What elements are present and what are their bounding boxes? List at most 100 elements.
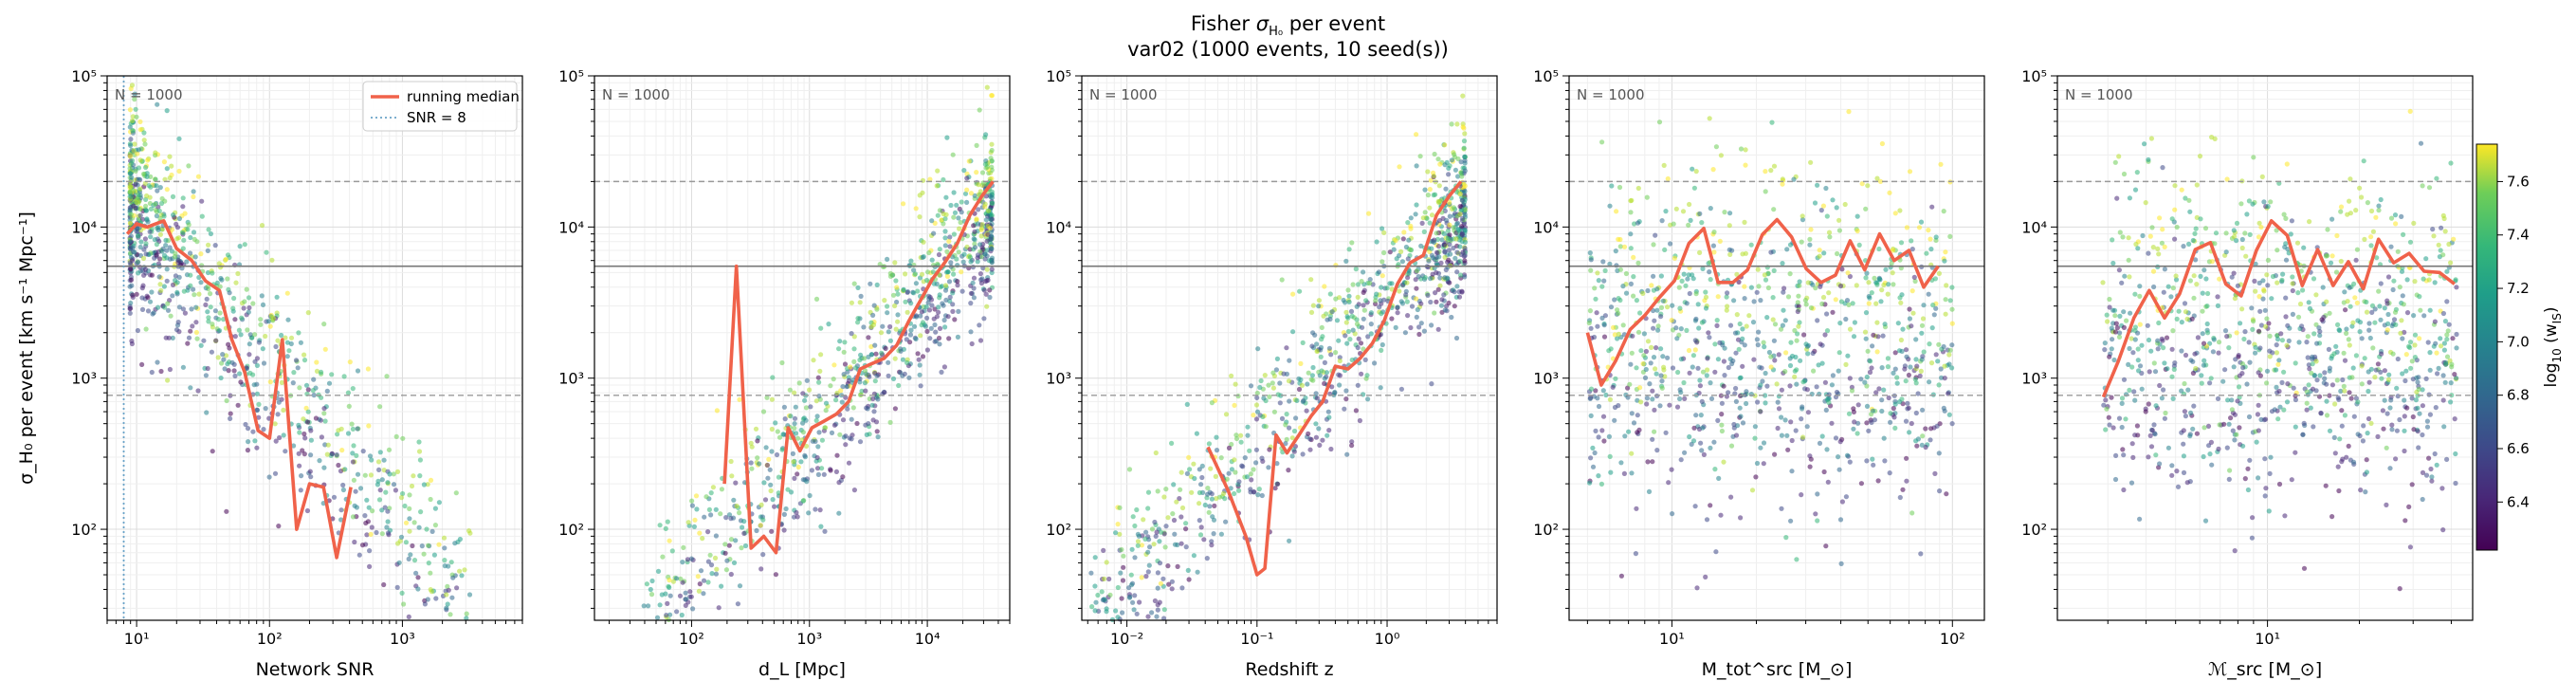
data-point <box>1208 466 1214 471</box>
data-point <box>1797 283 1802 288</box>
data-point <box>2132 397 2138 403</box>
data-point <box>1287 425 1292 431</box>
data-point <box>2107 304 2112 310</box>
data-point <box>1134 506 1140 513</box>
data-point <box>713 571 720 577</box>
data-point <box>164 278 170 284</box>
data-point <box>1729 248 1735 253</box>
data-point <box>1771 163 1778 169</box>
data-point <box>288 335 295 340</box>
data-point <box>1445 235 1451 241</box>
data-point <box>982 251 988 257</box>
data-point <box>867 374 872 379</box>
data-point <box>1145 614 1151 619</box>
data-point <box>1107 592 1113 598</box>
data-point <box>1452 289 1457 295</box>
data-point <box>1451 225 1456 230</box>
data-point <box>1149 526 1156 532</box>
data-point <box>857 439 864 445</box>
data-point <box>846 377 852 383</box>
data-point <box>1687 201 1692 208</box>
data-point <box>1272 486 1278 491</box>
data-point <box>1820 294 1827 301</box>
data-point <box>2433 340 2439 346</box>
data-point <box>247 332 253 338</box>
data-point <box>1670 511 1675 517</box>
data-point <box>1458 159 1464 165</box>
data-point <box>128 212 134 217</box>
data-point <box>1595 270 1600 276</box>
data-point <box>795 435 801 441</box>
data-point <box>157 231 163 237</box>
data-point <box>810 438 815 444</box>
data-point <box>1686 222 1691 228</box>
data-point <box>1788 340 1794 345</box>
data-point <box>129 258 136 264</box>
data-point <box>1693 169 1699 175</box>
data-point <box>1795 300 1800 305</box>
data-point <box>149 289 155 295</box>
data-point <box>806 510 812 516</box>
data-point <box>1117 505 1123 511</box>
data-point <box>1283 422 1288 428</box>
x-axis-label: d_L [Mpc] <box>758 659 846 680</box>
data-point <box>2279 379 2285 385</box>
data-point <box>1837 283 1844 289</box>
data-point <box>350 426 356 432</box>
data-point <box>1944 491 1949 497</box>
data-point <box>1918 551 1924 557</box>
data-point <box>734 503 740 509</box>
data-point <box>1847 326 1854 332</box>
data-point <box>210 449 215 454</box>
data-point <box>913 281 920 286</box>
data-point <box>1435 244 1442 249</box>
data-point <box>1321 313 1326 319</box>
data-point <box>868 352 874 358</box>
data-point <box>1333 296 1339 302</box>
data-point <box>1904 225 1909 230</box>
data-point <box>2107 422 2112 428</box>
data-point <box>351 477 356 483</box>
data-point <box>1904 354 1909 359</box>
data-point <box>158 368 164 375</box>
data-point <box>987 287 993 293</box>
data-point <box>1650 396 1655 402</box>
data-point <box>1869 290 1874 296</box>
data-point <box>368 531 374 538</box>
data-point <box>1789 469 1795 474</box>
data-point <box>2190 426 2196 432</box>
data-point <box>1780 181 1785 187</box>
data-point <box>1942 363 1947 369</box>
data-point <box>1697 211 1703 216</box>
data-point <box>1890 270 1895 276</box>
data-point <box>1253 402 1260 408</box>
data-point <box>1356 336 1361 341</box>
data-point <box>1864 420 1870 426</box>
data-point <box>1671 221 1676 227</box>
data-point <box>1113 608 1119 614</box>
data-point <box>1873 390 1879 395</box>
data-point <box>712 555 719 561</box>
data-point <box>718 511 723 517</box>
data-point <box>1185 567 1191 574</box>
data-point <box>1136 533 1142 539</box>
data-point <box>892 260 898 266</box>
data-point <box>1349 439 1355 445</box>
data-point <box>966 158 972 164</box>
data-point <box>1365 396 1371 402</box>
data-point <box>1271 409 1277 414</box>
data-point <box>1889 261 1894 267</box>
data-point <box>2444 299 2450 304</box>
data-point <box>2217 276 2222 282</box>
data-point <box>667 578 672 583</box>
data-point <box>2357 185 2363 191</box>
data-point <box>1198 482 1204 487</box>
data-point <box>849 300 855 305</box>
data-point <box>2342 289 2348 295</box>
data-point <box>989 255 996 261</box>
data-point <box>1762 344 1767 350</box>
data-point <box>1363 298 1369 304</box>
data-point <box>1727 322 1734 328</box>
data-point <box>961 251 967 257</box>
data-point <box>1653 366 1658 372</box>
